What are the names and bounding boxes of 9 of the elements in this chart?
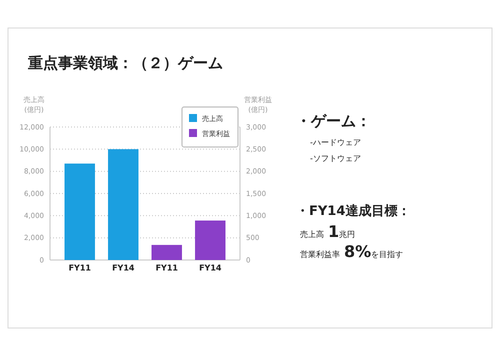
x-tick-label: FY14 bbox=[112, 264, 135, 273]
text: ・FY14達成目標： bbox=[296, 204, 410, 219]
x-tick-label: FY11 bbox=[156, 264, 178, 273]
x-tick-label: FY11 bbox=[68, 264, 92, 273]
chart-title: 重点事業領域：（２）ゲーム bbox=[27, 54, 223, 72]
x-tick-label: FY14 bbox=[199, 264, 222, 273]
text: -ソフトウェア bbox=[310, 154, 361, 163]
text: ・ゲーム： bbox=[296, 112, 371, 130]
text: -ハードウェア bbox=[310, 138, 361, 147]
